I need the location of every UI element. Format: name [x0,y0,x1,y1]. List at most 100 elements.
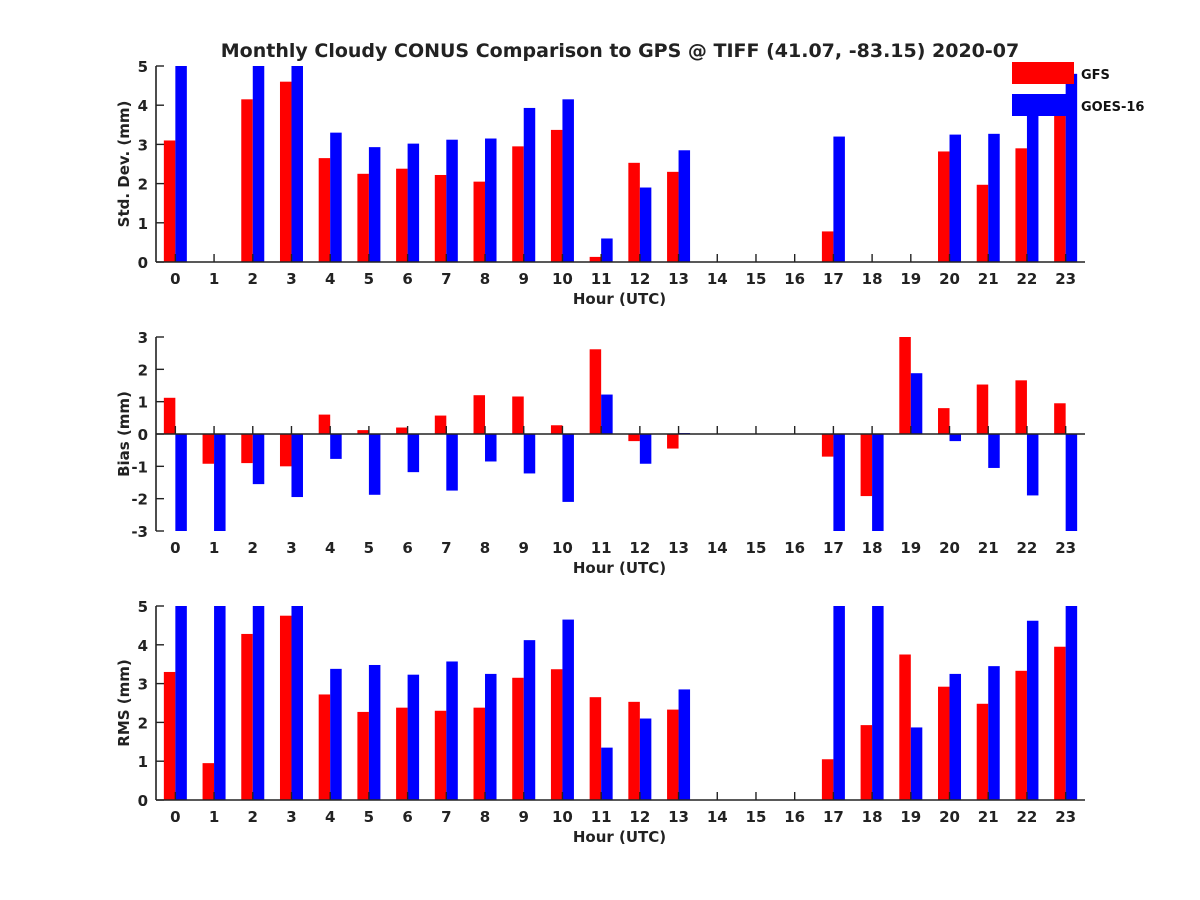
bar-goes16-panel3-hour-11 [601,747,613,800]
y-tick-label-panel2: 2 [138,361,148,379]
bar-gfs-panel1-hour-12 [628,162,640,262]
bar-goes16-panel1-hour-23 [1065,73,1078,262]
bar-goes16-panel3-hour-7 [446,661,458,800]
x-tick-label-panel2: 1 [209,539,219,557]
x-tick-label-panel1: 23 [1055,270,1076,288]
x-tick-label-panel3: 8 [480,808,490,826]
x-tick-label-panel1: 9 [519,270,529,288]
legend-swatch-goes16 [1012,94,1074,116]
x-tick-label-panel3: 13 [668,808,689,826]
bar-gfs-panel1-hour-7 [434,174,447,262]
y-tick-label-panel1: 5 [138,58,148,76]
x-tick-label-panel3: 17 [823,808,844,826]
bar-gfs-panel3-hour-5 [357,711,369,800]
x-tick-label-panel1: 17 [823,270,844,288]
x-tick-label-panel2: 6 [402,539,412,557]
bar-gfs-panel1-hour-2 [241,99,253,262]
x-tick-label-panel1: 5 [364,270,374,288]
x-tick-label-panel1: 19 [900,270,921,288]
bar-gfs-panel1-hour-9 [512,146,524,262]
x-tick-label-panel2: 2 [248,539,258,557]
bar-goes16-panel1-hour-2 [252,66,265,262]
bar-goes16-panel3-hour-10 [562,619,574,800]
x-tick-label-panel2: 11 [591,539,612,557]
y-tick-label-panel1: 0 [138,254,148,272]
x-tick-label-panel2: 18 [862,539,883,557]
x-tick-label-panel3: 6 [402,808,412,826]
bar-goes16-panel3-hour-18 [872,606,884,800]
x-tick-label-panel1: 8 [480,270,490,288]
x-tick-label-panel1: 3 [286,270,296,288]
bar-gfs-panel2-hour-9 [512,396,524,434]
x-tick-label-panel2: 0 [170,539,180,557]
bar-goes16-panel1-hour-9 [523,107,536,262]
x-tick-label-panel2: 4 [325,539,335,557]
bar-gfs-panel3-hour-21 [976,703,989,800]
bar-goes16-panel3-hour-17 [833,606,845,800]
bar-goes16-panel2-hour-0 [175,434,187,531]
x-tick-label-panel2: 10 [552,539,573,557]
x-tick-label-panel2: 7 [441,539,451,557]
bar-gfs-panel2-hour-12 [628,434,640,442]
bar-gfs-panel3-hour-3 [279,615,292,800]
bar-goes16-panel3-hour-5 [368,664,381,800]
bar-gfs-panel2-hour-5 [357,430,369,434]
x-tick-label-panel3: 15 [746,808,767,826]
y-axis-label-panel1: Std. Dev. (mm) [115,101,133,228]
bar-gfs-panel1-hour-22 [1015,148,1027,262]
x-tick-label-panel3: 5 [364,808,374,826]
x-tick-label-panel1: 11 [591,270,612,288]
bar-gfs-panel3-hour-1 [202,763,215,800]
x-tick-label-panel3: 21 [978,808,999,826]
x-tick-label-panel1: 13 [668,270,689,288]
bar-gfs-panel3-hour-17 [821,759,834,800]
y-tick-label-panel3: 0 [138,792,148,810]
y-tick-label-panel3: 3 [138,676,148,694]
bar-goes16-panel3-hour-2 [252,606,265,800]
bar-gfs-panel2-hour-3 [279,434,292,467]
x-tick-label-panel2: 14 [707,539,728,557]
y-tick-label-panel3: 1 [138,753,148,771]
bar-gfs-panel3-hour-8 [473,707,486,800]
bar-goes16-panel3-hour-6 [407,674,420,800]
chart-title: Monthly Cloudy CONUS Comparison to GPS @… [221,40,1019,62]
x-tick-label-panel3: 11 [591,808,612,826]
y-tick-label-panel1: 1 [138,215,148,233]
x-tick-label-panel2: 22 [1017,539,1038,557]
x-tick-label-panel1: 16 [784,270,805,288]
bar-goes16-panel1-hour-0 [175,66,187,262]
bar-goes16-panel2-hour-6 [407,434,420,473]
bar-goes16-panel1-hour-5 [368,147,381,262]
bar-gfs-panel3-hour-4 [318,694,331,800]
bar-gfs-panel2-hour-2 [241,434,253,464]
bar-goes16-panel2-hour-7 [446,434,458,491]
y-tick-label-panel3: 5 [138,598,148,616]
bar-goes16-panel1-hour-4 [330,132,342,262]
bar-goes16-panel3-hour-3 [291,606,303,800]
x-tick-label-panel1: 0 [170,270,180,288]
x-tick-label-panel1: 15 [746,270,767,288]
bar-goes16-panel3-hour-13 [678,689,691,800]
bar-gfs-panel3-hour-7 [434,710,447,800]
bar-gfs-panel1-hour-11 [589,256,602,262]
x-tick-label-panel2: 9 [519,539,529,557]
x-tick-label-panel3: 23 [1055,808,1076,826]
x-tick-label-panel1: 14 [707,270,728,288]
chart-legend: GFS GOES-16 [1012,62,1144,116]
x-tick-label-panel2: 19 [900,539,921,557]
bar-gfs-panel2-hour-13 [667,434,679,449]
bar-gfs-panel3-hour-6 [396,707,408,800]
bar-goes16-panel1-hour-6 [407,143,420,262]
bar-gfs-panel2-hour-6 [396,427,408,434]
x-tick-label-panel2: 21 [978,539,999,557]
bar-gfs-panel2-hour-8 [473,395,486,434]
bar-gfs-panel1-hour-6 [396,168,408,262]
bar-goes16-panel3-hour-8 [485,673,497,800]
bar-goes16-panel1-hour-17 [833,136,845,262]
x-tick-label-panel3: 20 [939,808,960,826]
bar-goes16-panel3-hour-20 [949,673,962,800]
bar-gfs-panel3-hour-18 [860,725,873,800]
x-tick-label-panel1: 6 [402,270,412,288]
